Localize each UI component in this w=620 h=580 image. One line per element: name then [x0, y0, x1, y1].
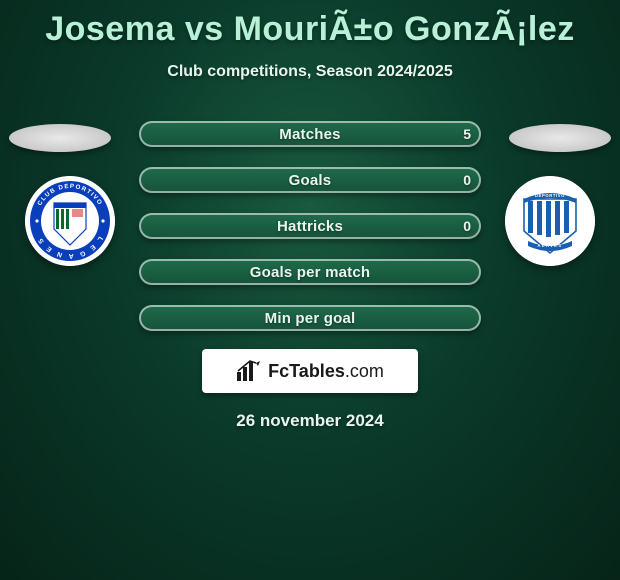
fctables-brand[interactable]: FcTables.com: [202, 349, 418, 393]
player2-shadow-oval: [509, 124, 611, 152]
stat-row-goals-per-match: Goals per match: [139, 259, 481, 285]
stat-row-goals: Goals 0: [139, 167, 481, 193]
brand-name: FcTables: [268, 361, 345, 381]
stat-value-right: 0: [463, 218, 471, 234]
stat-value-right: 0: [463, 172, 471, 188]
vs-separator: vs: [185, 10, 224, 48]
stat-label: Min per goal: [265, 310, 356, 327]
alaves-crest-svg: DEPORTIVO ALAVES: [505, 176, 595, 266]
leganes-crest: CLUB DEPORTIVO L E G A N E S: [25, 176, 115, 266]
brand-suffix: .com: [345, 361, 384, 381]
svg-text:ALAVES: ALAVES: [537, 243, 562, 248]
stat-label: Goals: [289, 172, 332, 189]
leganes-crest-svg: CLUB DEPORTIVO L E G A N E S: [25, 176, 115, 266]
comparison-title: Josema vs MouriÃ±o GonzÃ¡lez: [0, 0, 620, 49]
competition-season: Club competitions, Season 2024/2025: [0, 63, 620, 81]
stat-label: Goals per match: [250, 264, 371, 281]
alaves-crest: DEPORTIVO ALAVES: [505, 176, 595, 266]
svg-text:DEPORTIVO: DEPORTIVO: [535, 193, 565, 198]
stat-row-hattricks: Hattricks 0: [139, 213, 481, 239]
player1-name: Josema: [45, 10, 175, 48]
stat-label: Hattricks: [277, 218, 343, 235]
stat-row-matches: Matches 5: [139, 121, 481, 147]
comparison-date: 26 november 2024: [0, 411, 620, 431]
player2-name: MouriÃ±o GonzÃ¡lez: [234, 10, 575, 48]
stat-row-min-per-goal: Min per goal: [139, 305, 481, 331]
stat-label: Matches: [279, 126, 340, 143]
bars-icon: [236, 360, 262, 382]
stat-value-right: 5: [463, 126, 471, 142]
player1-shadow-oval: [9, 124, 111, 152]
brand-text: FcTables.com: [268, 361, 384, 382]
